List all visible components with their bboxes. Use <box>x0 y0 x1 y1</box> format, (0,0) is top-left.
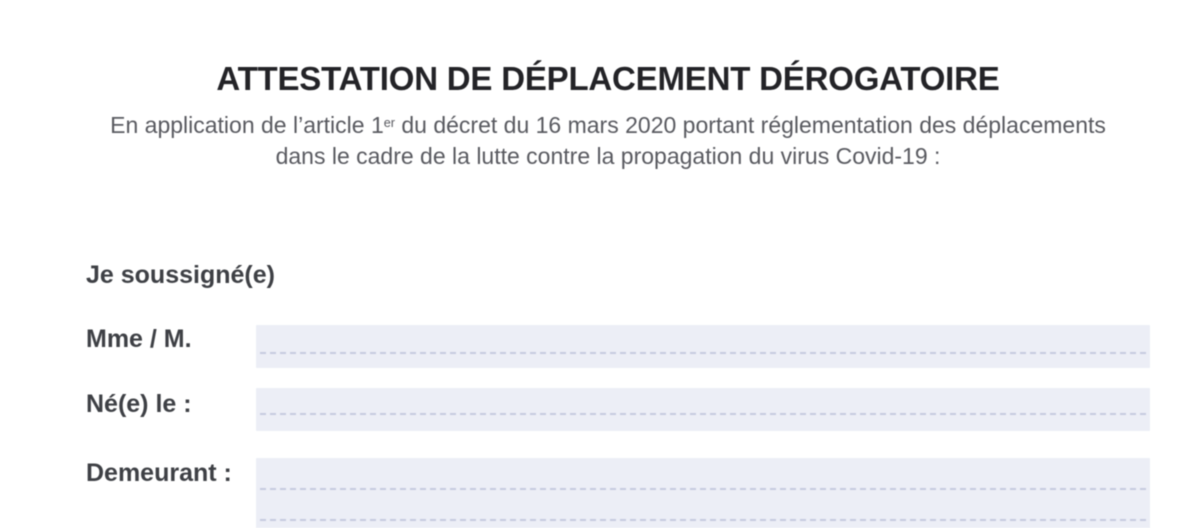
civility-name-input[interactable] <box>256 325 1150 368</box>
dotted-writing-line <box>260 488 1146 490</box>
document-title: ATTESTATION DE DÉPLACEMENT DÉROGATOIRE <box>216 60 1000 97</box>
address-input[interactable] <box>256 458 1150 528</box>
dotted-writing-line <box>260 352 1146 354</box>
subtitle-text-part1: En application de l’article 1 <box>110 112 384 138</box>
subtitle-text-part2: du décret du 16 mars 2020 portant réglem… <box>275 112 1106 169</box>
document-subtitle: En application de l’article 1er du décre… <box>108 110 1108 172</box>
address-label: Demeurant : <box>86 459 232 487</box>
birth-date-label: Né(e) le : <box>86 390 192 418</box>
dotted-writing-line <box>260 413 1146 415</box>
je-soussigne-label: Je soussigné(e) <box>86 261 275 289</box>
birth-date-input[interactable] <box>256 388 1150 431</box>
subtitle-superscript: er <box>383 116 395 131</box>
dotted-writing-line <box>260 519 1146 521</box>
civility-name-label: Mme / M. <box>86 325 192 353</box>
